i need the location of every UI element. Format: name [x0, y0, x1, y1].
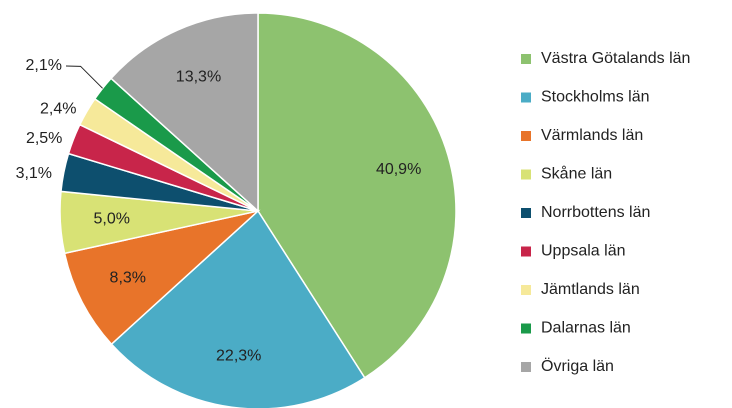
- data-label: 3,1%: [16, 165, 52, 182]
- data-label: 2,5%: [26, 130, 62, 147]
- legend-label: Stockholms län: [541, 89, 650, 106]
- legend-marker: [521, 246, 531, 257]
- data-label: 2,1%: [26, 57, 62, 74]
- legend-label: Norrbottens län: [541, 204, 650, 221]
- data-label: 5,0%: [93, 211, 129, 228]
- legend-label: Uppsala län: [541, 243, 626, 260]
- legend-label: Värmlands län: [541, 127, 643, 144]
- legend-marker: [521, 131, 531, 141]
- data-label: 22,3%: [216, 347, 261, 364]
- legend-marker: [521, 169, 531, 180]
- legend-label: Skåne län: [541, 165, 612, 183]
- data-label: 13,3%: [176, 68, 221, 85]
- pie-slice: [63, 209, 261, 346]
- legend-label: Västra Götalands län: [541, 50, 690, 67]
- leader-line: [65, 65, 103, 89]
- pie-slice: [109, 12, 259, 213]
- legend-marker: [521, 323, 531, 334]
- pie-slice: [257, 12, 457, 379]
- legend-label: Dalarnas län: [541, 320, 631, 337]
- legend-label: Övriga län: [541, 357, 614, 375]
- data-label: 2,4%: [40, 101, 76, 118]
- legend-marker: [521, 92, 531, 103]
- legend-marker: [521, 285, 531, 295]
- pie-slice: [110, 209, 366, 408]
- data-label: 40,9%: [376, 161, 421, 178]
- legend-label: Jämtlands län: [541, 281, 640, 298]
- data-label: 8,3%: [110, 269, 146, 286]
- legend-marker: [521, 208, 531, 218]
- legend-marker: [521, 54, 531, 64]
- legend-marker: [521, 362, 531, 372]
